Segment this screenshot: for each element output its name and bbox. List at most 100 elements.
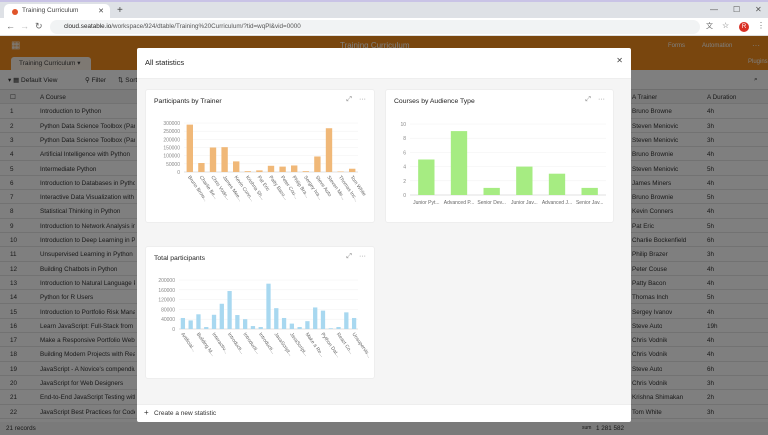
x-tick-label: Unsupervis... [350,332,372,359]
bar [256,170,263,172]
y-tick-label: 80000 [161,307,175,313]
bar [274,308,279,329]
bar [289,323,294,329]
new-tab-icon[interactable]: + [117,5,123,16]
browser-menu-icon[interactable]: ⋮ [757,21,765,30]
bar [221,147,228,172]
y-tick-label: 120000 [158,298,175,304]
bar [314,156,321,172]
bar [325,128,333,172]
bar-chart: 0 40000 80000 120000 160000 200000 Artificial.… [158,278,372,359]
maximize-icon[interactable]: ☐ [733,5,741,14]
y-tick-label: 250000 [163,129,180,135]
statistic-card-participants-by-trainer: Participants by Trainer ⤢ ··· 0 50000 100000 1… [145,89,375,223]
bar [188,320,193,329]
bar [349,168,356,172]
bar [351,317,357,329]
address-bar: ← → ↻ cloud.seatable.io/workspace/924/dt… [0,18,768,36]
x-tick-label: Advanced J... [542,200,572,206]
bar [219,303,224,329]
profile-avatar[interactable]: R [739,22,749,32]
bar [305,321,310,329]
bar [291,165,298,172]
y-tick-label: 2 [403,179,406,185]
bar [180,317,186,329]
chart-title: Participants by Trainer [154,98,222,105]
create-statistic-label: Create a new statistic [154,410,217,417]
forward-icon[interactable]: → [20,21,29,31]
bar [302,171,309,172]
x-tick-label: Junior Jav... [511,200,538,206]
y-tick-label: 0 [177,170,180,176]
x-tick-label: Advanced P... [444,200,475,206]
bar [233,161,240,172]
bar [244,171,251,172]
y-tick-label: 8 [403,136,406,142]
bar [235,315,240,329]
bar [297,327,302,329]
minimize-icon[interactable]: — [710,5,718,14]
bar-chart: 050000100000150000200000250000300000Brun… [163,121,367,203]
bar [243,319,248,329]
bar [267,165,275,172]
plus-icon: + [144,408,149,417]
y-tick-label: 300000 [163,121,180,127]
browser-tab[interactable]: Training Curriculum ✕ [4,4,110,20]
statistics-list: Participants by Trainer ⤢ ··· 0 50000 100000 1… [137,78,631,404]
x-tick-label: Senior Dev... [477,200,506,206]
y-tick-label: 6 [403,150,406,156]
chart-title: Total participants [154,255,206,262]
bar [204,327,209,329]
more-options-icon[interactable]: ··· [359,96,366,103]
bar [418,159,435,195]
y-tick-label: 10 [400,122,406,128]
url-input[interactable]: cloud.seatable.io/workspace/924/dtable/T… [50,20,700,34]
bar [198,163,205,172]
statistic-card-courses-by-audience: Courses by Audience Type ⤢ ··· 0 2 4 6 8 10 Junio… [385,89,614,223]
bar [581,187,598,195]
y-tick-label: 4 [403,165,406,171]
bar [211,314,217,329]
bar [281,317,287,329]
bar [344,312,349,329]
browser-tab-bar: Training Curriculum ✕ + — ☐ ✕ [0,0,768,20]
bar [196,314,201,329]
statistic-card-total-participants: Total participants ⤢ ··· 0 40000 80000 120000 1… [145,246,375,379]
expand-icon[interactable]: ⤢ [585,96,591,103]
translate-icon[interactable]: 文 [706,23,713,30]
bar [227,291,232,329]
x-tick-label: Senior Jav... [576,200,603,206]
reload-icon[interactable]: ↻ [35,21,43,31]
bar [516,166,533,195]
bar [209,147,217,172]
y-tick-label: 200000 [158,278,175,284]
bar [186,124,193,172]
x-tick-label: Junior Pyt... [413,200,439,206]
x-tick-label: Artificial... [179,332,196,353]
chart-title: Courses by Audience Type [394,98,475,105]
bar [266,283,271,329]
expand-icon[interactable]: ⤢ [346,96,352,103]
more-options-icon[interactable]: ··· [598,96,605,103]
close-tab-icon[interactable]: ✕ [98,8,104,15]
bar [313,307,318,329]
bookmark-star-icon[interactable]: ☆ [722,21,730,30]
y-tick-label: 200000 [163,137,180,143]
bar [279,166,286,172]
bar [250,326,256,329]
close-window-icon[interactable]: ✕ [755,5,762,14]
seatable-favicon-icon [12,9,18,15]
bar [320,310,326,329]
close-icon[interactable]: ✕ [616,56,623,65]
y-tick-label: 0 [403,193,406,199]
create-statistic-button[interactable]: + Create a new statistic [137,404,631,422]
more-options-icon[interactable]: ··· [359,253,366,260]
y-tick-label: 50000 [166,162,180,168]
bar [450,131,468,195]
url-path: /workspace/924/dtable/Training%20Curricu… [111,23,301,30]
expand-icon[interactable]: ⤢ [346,253,352,260]
y-tick-label: 160000 [158,288,175,294]
url-host: cloud.seatable.io [64,23,112,30]
back-icon[interactable]: ← [6,21,15,31]
